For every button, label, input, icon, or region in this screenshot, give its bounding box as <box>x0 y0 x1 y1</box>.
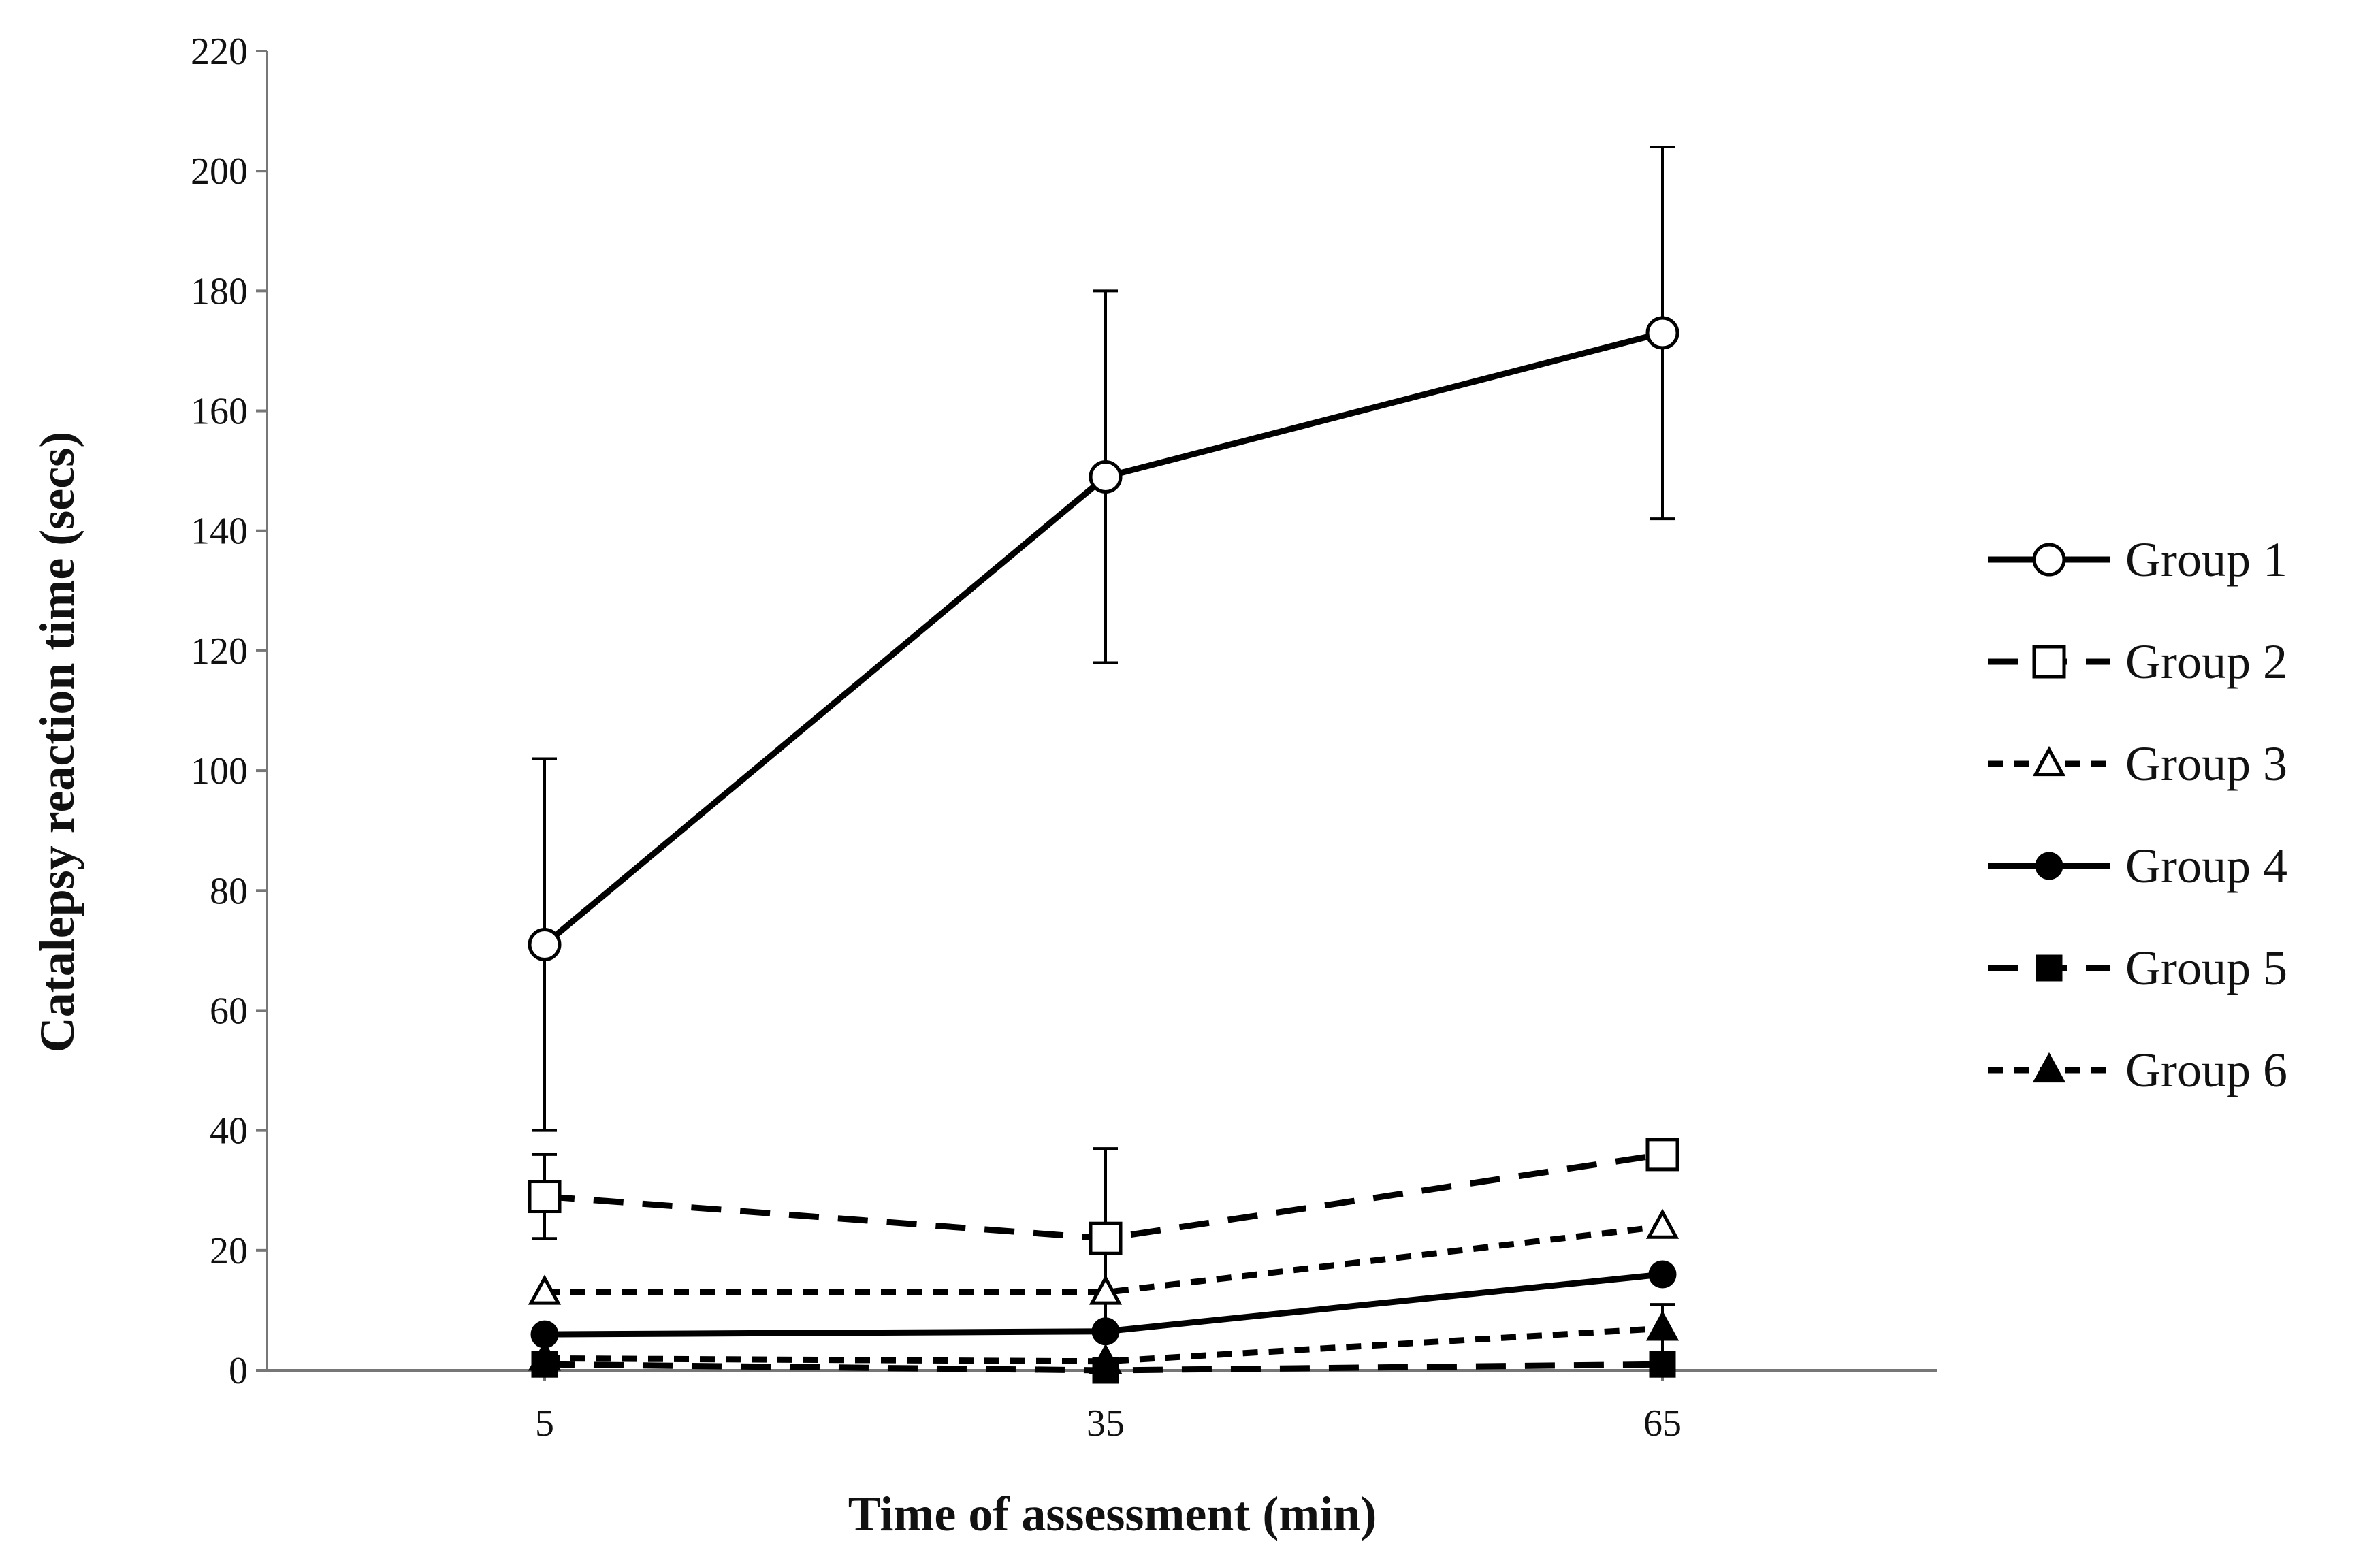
data-point <box>1089 1221 1123 1255</box>
y-tick-label: 40 <box>210 1110 248 1153</box>
y-tick-label: 100 <box>191 750 248 792</box>
data-point <box>1645 316 1679 350</box>
data-point <box>1645 1138 1679 1172</box>
x-axis-ticks: 5 35 65 <box>535 1370 1682 1445</box>
data-point <box>2032 1052 2066 1083</box>
y-tick-label: 140 <box>191 511 248 553</box>
y-tick-label: 180 <box>191 270 248 312</box>
data-point <box>2035 852 2063 880</box>
data-point <box>1091 1317 1120 1346</box>
y-axis-title: Catalepsy reaction time (secs) <box>30 432 84 1052</box>
series-line <box>545 1223 1663 1295</box>
legend-label: Group 3 <box>2125 737 2287 791</box>
data-point <box>1089 1274 1123 1305</box>
series-line <box>543 329 1664 948</box>
data-point <box>1649 1351 1676 1378</box>
data-point <box>1645 1310 1679 1341</box>
legend: Group 1 Group 2 Group 3 Group 4 Group 5 Group… <box>1988 532 2287 1097</box>
y-tick-label: 160 <box>191 391 248 433</box>
data-point <box>528 1340 562 1371</box>
x-tick-label: 65 <box>1643 1402 1682 1445</box>
data-point <box>2036 954 2063 982</box>
legend-label: Group 2 <box>2125 634 2287 689</box>
legend-item: Group 1 <box>1988 532 2287 587</box>
data-point <box>2032 543 2066 577</box>
data-point <box>1645 1208 1679 1239</box>
data-point <box>528 928 562 962</box>
data-point <box>1648 1260 1677 1289</box>
y-tick-label: 80 <box>210 870 248 912</box>
series-group-6 <box>528 1303 1679 1374</box>
legend-item: Group 5 <box>1988 941 2287 995</box>
y-tick-label: 120 <box>191 630 248 673</box>
legend-label: Group 5 <box>2125 941 2287 995</box>
data-point <box>1089 460 1123 494</box>
legend-item: Group 3 <box>1988 737 2287 791</box>
legend-label: Group 6 <box>2125 1043 2287 1097</box>
data-point <box>2032 745 2066 777</box>
series-group-3 <box>528 1208 1679 1305</box>
x-axis-title: Time of assessment (min) <box>848 1487 1377 1541</box>
legend-item: Group 2 <box>1988 634 2287 689</box>
data-point <box>528 1180 562 1214</box>
data-point <box>1089 1343 1123 1374</box>
data-point <box>2032 645 2066 679</box>
y-tick-label: 200 <box>191 150 248 193</box>
x-tick-label: 5 <box>535 1402 554 1445</box>
data-point <box>528 1274 562 1305</box>
legend-label: Group 4 <box>2125 839 2287 893</box>
series-line <box>544 1325 1663 1365</box>
legend-item: Group 4 <box>1988 839 2287 893</box>
legend-item: Group 6 <box>1988 1043 2287 1097</box>
y-axis-ticks: 0 20 40 60 80 100 120 140 160 180 200 220 <box>191 31 267 1392</box>
y-tick-label: 60 <box>210 990 248 1032</box>
y-tick-label: 20 <box>210 1230 248 1272</box>
x-tick-label: 35 <box>1087 1402 1125 1445</box>
y-tick-label: 0 <box>229 1350 248 1392</box>
axes <box>266 51 1937 1372</box>
series-group-1 <box>528 145 1679 1132</box>
y-tick-label: 220 <box>191 31 248 73</box>
series-layer <box>528 145 1679 1384</box>
legend-label: Group 1 <box>2125 532 2287 587</box>
